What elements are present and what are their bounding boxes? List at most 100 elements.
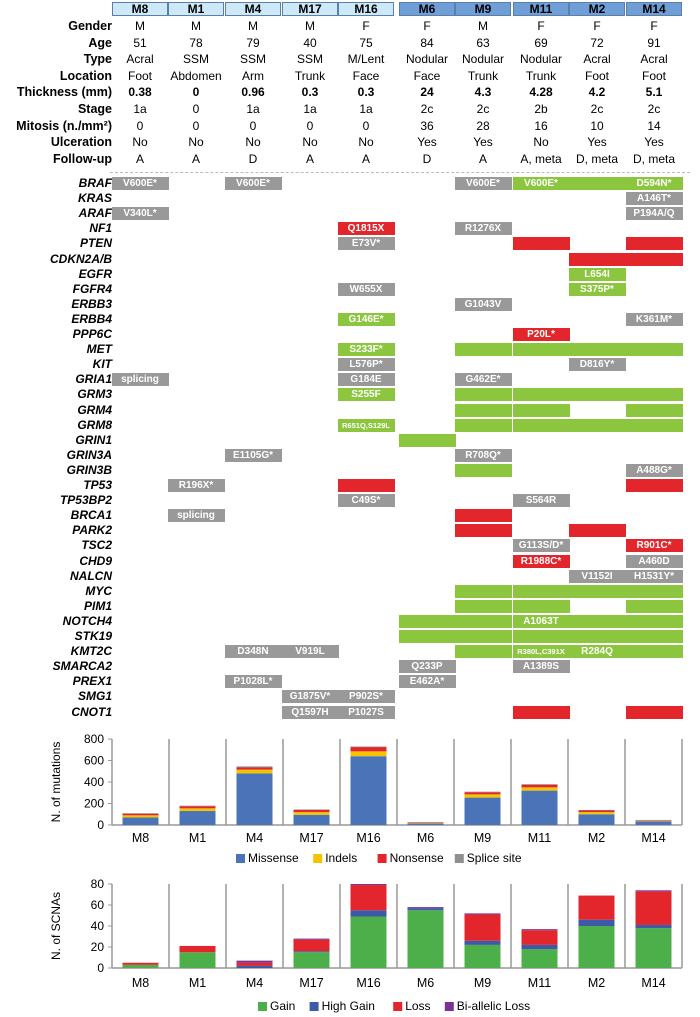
mutation-cell [625,645,683,659]
sample-header-m8: M8 [112,2,168,16]
mutation-cell [454,403,512,417]
clinical-value: No [533,135,549,150]
mutation-cell: K361M* [625,312,683,326]
mutation-cell: E73V* [337,237,395,251]
bar-segment-splice-site [464,791,501,793]
gene-label: SMG1 [77,689,112,704]
gene-row-grm3: GRM3 S255F [0,387,700,402]
gene-label: GRIN3A [66,447,112,462]
mutation-cell [625,705,683,719]
bar-segment-splice-site [521,784,558,785]
clinical-value: 28 [476,118,490,133]
clinical-value: Foot [584,68,609,83]
mutation-cell: Q1815X [337,222,395,236]
mutation-cell [337,479,395,492]
clinical-value: 72 [590,35,604,50]
mutation-cell: Q1597H [281,705,339,719]
clinical-row-mitosis-n-mm: Mitosis (n./mm²) 0 0 0 0 0 36 28 16 10 14 [0,118,700,135]
mutation-cell [625,479,683,492]
gene-label: ERBB3 [71,296,112,311]
bar-segment-high-gain [635,924,672,929]
bar-segment-indels [236,769,273,774]
mutation-cell: V600E* [512,177,570,190]
bar-segment-missense [635,821,672,825]
clinical-row-age: Age 51 78 79 40 75 84 63 69 72 91 [0,35,700,52]
gene-row-nf1: NF1 Q1815X R1276X [0,221,700,236]
clinical-value: A [305,151,314,166]
gene-row-tp53bp2: TP53BP2 C49S* S564R [0,493,700,508]
gene-label: TP53 [83,478,112,492]
bar-segment-splice-site [179,805,216,807]
clinical-value: 0 [249,118,257,133]
clinical-value: Nodular [405,52,449,67]
x-tick-label: M1 [189,976,206,990]
x-tick-label: M4 [246,831,263,845]
clinical-value: 1a [303,102,317,116]
mutation-cell: Q233P [398,660,456,674]
bar-segment-nonsense [350,747,387,752]
legend-swatch [377,854,387,863]
gene-row-pim1: PIM1 [0,599,700,614]
bar-segment-bi-allelic-loss [635,890,672,892]
legend-swatch [236,854,245,863]
mutation-cell [568,630,626,643]
clinical-value: No [358,135,374,150]
mutation-cell [398,630,456,643]
x-tick-label: M1 [189,831,206,845]
bar-segment-missense [350,756,387,825]
y-tick-label: 400 [84,775,104,789]
mutation-cell [454,614,512,628]
bar-segment-high-gain [293,951,330,953]
gene-label: GRM8 [77,417,112,432]
clinical-row-ulceration: Ulceration No No No No No Yes Yes No Yes Yes [0,134,700,151]
clinical-value: SSM [239,52,266,67]
mutation-cell [512,403,570,417]
bar-segment-loss [350,885,387,911]
clinical-value: 63 [476,35,490,50]
gene-row-braf: BRAF V600E* V600E* V600E* V600E* D594N* [0,176,700,191]
x-tick-label: M14 [641,831,665,845]
bar-segment-gain [350,916,387,968]
bar-segment-gain [293,952,330,968]
mutation-cell [512,388,570,402]
clinical-label: Stage [77,102,112,116]
y-tick-label: 80 [91,877,105,891]
mutation-cell: R651Q,S129L [337,418,395,432]
clinical-value: 10 [590,118,604,133]
x-tick-label: M17 [299,831,323,845]
clinical-label: Thickness (mm) [16,85,112,100]
clinical-value: 4.2 [588,85,606,100]
legend-swatch [393,1002,403,1011]
mutation-cell: D594N* [625,177,683,190]
bar-segment-missense [122,817,159,825]
clinical-value: D [422,151,432,166]
mutation-cell: R196X* [167,479,225,492]
mutation-cell [454,524,512,538]
clinical-value: 14 [647,118,661,133]
mutation-cell: P902S* [337,690,395,704]
clinical-value: A, meta [520,151,562,166]
sample-header-m9: M9 [455,2,511,16]
clinical-value: D [248,151,258,166]
gene-row-brca1: BRCA1 splicing [0,508,700,523]
bar-segment-indels [407,822,444,824]
y-tick-label: 60 [91,898,105,912]
mutations-bar-chart: 0 200 400 600 800 N. of mutations M8 M1 M4 M17 M16… [49,732,683,865]
clinical-value: Yes [644,135,664,150]
gene-label: FGFR4 [72,281,112,296]
bar-segment-loss [635,891,672,925]
bar-segment-loss [293,939,330,952]
mutation-cell: A1389S [512,660,570,674]
mutation-cell [398,614,456,628]
gene-row-kras: KRAS A146T* [0,191,700,206]
bar-segment-indels [350,751,387,757]
mutation-cell [512,343,570,357]
gene-label: PREX1 [72,674,112,689]
mutation-cell: P1027S [337,705,395,719]
clinical-value: 0 [362,118,370,133]
legend-label: Nonsense [390,851,444,865]
clinical-value: 1a [246,102,260,116]
x-tick-label: M11 [528,831,551,845]
clinical-value: 2c [647,102,661,116]
clinical-row-type: Type Acral SSM SSM SSM M/Lent Nodular Nodular No… [0,51,700,68]
